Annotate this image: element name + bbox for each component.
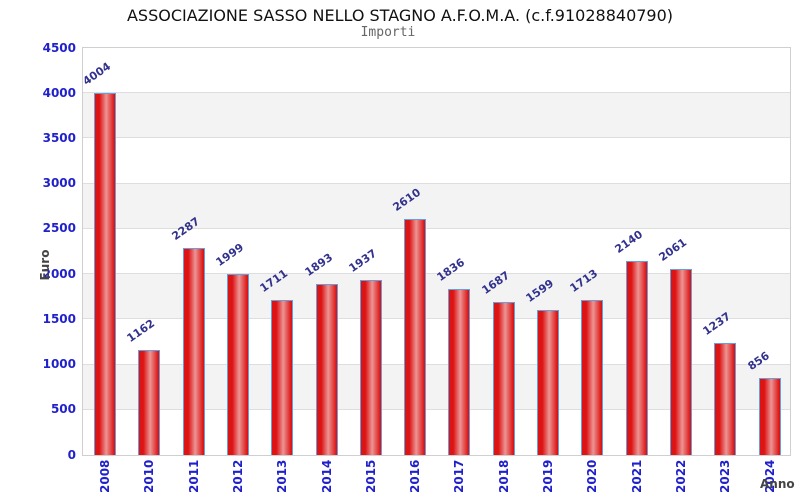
x-tick-label: 2019 — [541, 459, 555, 493]
x-tick-label: 2022 — [673, 459, 688, 493]
x-tick-label: 2008 — [98, 459, 112, 493]
y-tick-label: 3000 — [42, 176, 76, 191]
bar-2024 — [758, 377, 781, 455]
bar-2018 — [492, 302, 515, 455]
x-tick-label: 2021 — [629, 459, 644, 493]
gridline — [83, 363, 790, 365]
chart-subtitle: Importi — [360, 25, 416, 40]
bar-2013 — [271, 300, 294, 455]
gridline — [83, 182, 790, 184]
gridline — [83, 408, 790, 410]
bar-2008 — [94, 92, 116, 455]
gridline — [83, 318, 790, 320]
bar-2011 — [182, 248, 205, 455]
y-tick-label: 500 — [50, 402, 76, 417]
x-tick-label: 2020 — [585, 459, 600, 493]
plot-band — [83, 93, 790, 139]
bar-2022 — [669, 268, 692, 455]
bar-2020 — [581, 300, 604, 455]
x-tick-label: 2017 — [452, 459, 467, 493]
y-tick-label: 3500 — [42, 130, 76, 145]
x-tick-label: 2010 — [142, 459, 157, 493]
chart-title: ASSOCIAZIONE SASSO NELLO STAGNO A.F.O.M.… — [126, 6, 674, 25]
bar-2014 — [315, 283, 338, 455]
bar-2019 — [537, 310, 559, 455]
y-tick-label: 0 — [67, 447, 76, 462]
plot-band — [83, 138, 790, 184]
x-tick-label: 2015 — [363, 459, 378, 493]
y-tick-label: 2500 — [42, 221, 76, 236]
bar-2023 — [714, 343, 737, 455]
gridline — [83, 92, 790, 94]
y-tick-label: 1500 — [42, 311, 76, 326]
bar-2021 — [625, 261, 648, 455]
plot-band — [83, 48, 790, 94]
x-tick-label: 2011 — [186, 459, 201, 493]
gridline — [83, 227, 790, 229]
bar-2016 — [404, 218, 427, 455]
x-axis-title: Anno — [760, 477, 795, 491]
x-tick-label: 2013 — [275, 459, 290, 493]
bar-2017 — [448, 288, 471, 455]
bar-2012 — [226, 274, 249, 455]
x-tick-label: 2018 — [496, 459, 511, 493]
gridline — [83, 137, 790, 139]
x-tick-label: 2016 — [408, 459, 423, 493]
plot-area: 4004 1162 2287 1999 1711 1893 1937 2610 1836 1687… — [81, 47, 791, 456]
x-tick-label: 2023 — [718, 459, 733, 493]
y-axis-title: Euro — [38, 249, 52, 281]
y-tick-label: 4500 — [42, 40, 76, 55]
x-tick-label: 2014 — [319, 459, 334, 493]
x-tick-label: 2012 — [230, 459, 245, 493]
y-tick-label: 2000 — [42, 266, 76, 281]
gridline — [83, 273, 790, 275]
plot-band — [83, 183, 790, 229]
bar-2015 — [359, 279, 382, 455]
bar-2010 — [138, 349, 161, 455]
y-tick-label: 4000 — [42, 85, 76, 100]
y-tick-label: 1000 — [42, 357, 76, 372]
